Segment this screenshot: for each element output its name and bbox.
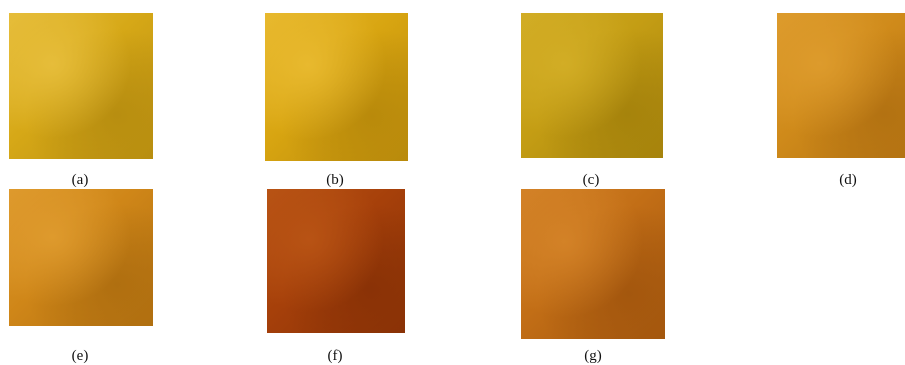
sample-swatch-d	[777, 13, 905, 158]
sample-label-e: (e)	[71, 348, 89, 364]
sample-swatch-g	[521, 189, 665, 339]
sample-swatch-a	[9, 13, 153, 159]
sample-label-a: (a)	[71, 172, 89, 188]
sample-label-g: (g)	[584, 348, 602, 364]
sample-label-c: (c)	[582, 172, 600, 188]
sample-label-f: (f)	[327, 348, 343, 364]
sample-label-d: (d)	[839, 172, 857, 188]
sample-swatch-f	[267, 189, 405, 333]
sample-swatch-b	[265, 13, 408, 161]
sample-label-b: (b)	[326, 172, 344, 188]
sample-swatch-e	[9, 189, 153, 326]
sample-swatch-c	[521, 13, 663, 158]
